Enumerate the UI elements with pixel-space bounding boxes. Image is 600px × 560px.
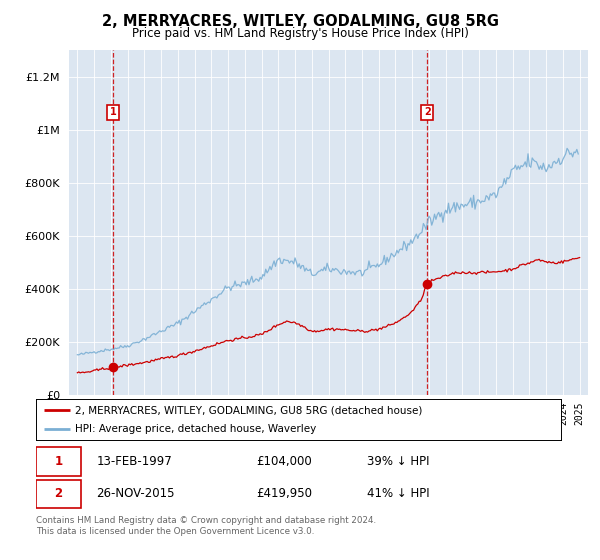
Text: 26-NOV-2015: 26-NOV-2015	[97, 487, 175, 501]
Text: 1: 1	[109, 108, 116, 118]
Text: 2: 2	[55, 487, 62, 501]
FancyBboxPatch shape	[36, 447, 80, 475]
Text: 1: 1	[55, 455, 62, 468]
Text: 2, MERRYACRES, WITLEY, GODALMING, GU8 5RG (detached house): 2, MERRYACRES, WITLEY, GODALMING, GU8 5R…	[76, 405, 423, 415]
Text: 2: 2	[424, 108, 431, 118]
Text: 2, MERRYACRES, WITLEY, GODALMING, GU8 5RG: 2, MERRYACRES, WITLEY, GODALMING, GU8 5R…	[101, 14, 499, 29]
Text: 41% ↓ HPI: 41% ↓ HPI	[367, 487, 430, 501]
Text: £419,950: £419,950	[257, 487, 313, 501]
Text: £104,000: £104,000	[257, 455, 312, 468]
Text: 39% ↓ HPI: 39% ↓ HPI	[367, 455, 429, 468]
Text: 13-FEB-1997: 13-FEB-1997	[97, 455, 172, 468]
Text: Contains HM Land Registry data © Crown copyright and database right 2024.
This d: Contains HM Land Registry data © Crown c…	[36, 516, 376, 536]
Text: HPI: Average price, detached house, Waverley: HPI: Average price, detached house, Wave…	[76, 424, 317, 433]
Text: Price paid vs. HM Land Registry's House Price Index (HPI): Price paid vs. HM Land Registry's House …	[131, 27, 469, 40]
FancyBboxPatch shape	[36, 480, 80, 508]
